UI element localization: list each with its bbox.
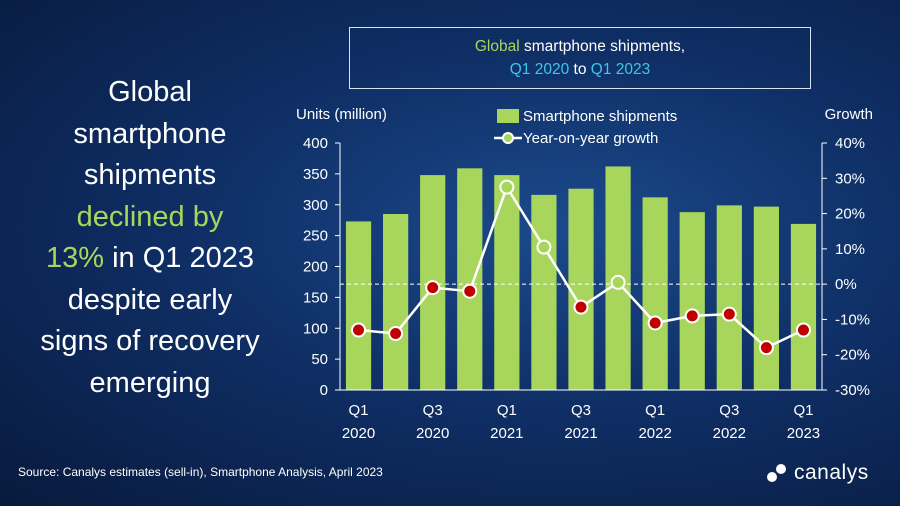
growth-point-q1-2021	[499, 179, 515, 195]
chart-title-word: Q1 2020	[509, 61, 570, 78]
logo-text: canalys	[794, 461, 869, 484]
x-tick-label: Q1	[645, 402, 665, 419]
bar-q1-2021	[494, 175, 520, 390]
x-tick-label: Q1	[497, 402, 517, 419]
bar-q2-2021	[531, 194, 557, 390]
bar-q1-2022	[642, 197, 668, 390]
bar-q2-2020	[383, 214, 409, 390]
bar-q1-2020	[345, 221, 372, 390]
growth-point-q2-2022	[684, 308, 700, 324]
right-tick-label: -30%	[835, 382, 870, 399]
right-tick-label: 0%	[835, 276, 857, 293]
x-tick-label: 2020	[416, 425, 449, 442]
headline-line: despite early	[67, 283, 233, 316]
x-tick-label: Q3	[423, 402, 443, 419]
growth-point-q1-2022	[647, 315, 663, 331]
canalys-logo-icon	[767, 464, 786, 482]
growth-point-q2-2020	[388, 326, 404, 342]
growth-point-q1-2020	[351, 322, 367, 338]
left-tick-label: 150	[303, 289, 328, 306]
x-tick-label: Q1	[349, 402, 369, 419]
legend-bar-swatch	[497, 109, 519, 123]
headline-line: shipments	[83, 159, 217, 191]
right-tick-label: 40%	[835, 135, 865, 152]
left-tick-label: 250	[303, 228, 328, 245]
headline-line: smartphone	[73, 117, 227, 150]
left-tick-label: 0	[320, 382, 328, 399]
bar-q3-2021	[568, 188, 594, 390]
x-tick-label: 2021	[564, 425, 597, 442]
headline-line: emerging	[89, 366, 211, 399]
chart-title-line-2: Q1 2020 to Q1 2023	[350, 58, 810, 81]
bar-q4-2020	[457, 168, 483, 390]
x-tick-label: 2022	[638, 425, 671, 442]
x-tick-label: 2020	[342, 425, 375, 442]
canalys-logo: canalys	[766, 458, 869, 488]
chart-title-word: Q1 2023	[590, 61, 651, 78]
chart-title-word: Global	[474, 38, 520, 55]
chart-title-line-1: Global smartphone shipments,	[350, 35, 810, 58]
bar-q1-2023	[790, 223, 817, 390]
bar-q4-2022	[753, 206, 779, 390]
left-tick-label: 200	[303, 259, 328, 276]
headline-percent: 13%	[46, 242, 105, 274]
left-tick-label: 300	[303, 197, 328, 214]
source-note: Source: Canalys estimates (sell-in), Sma…	[18, 465, 383, 479]
right-tick-label: -10%	[835, 311, 870, 328]
left-tick-label: 400	[303, 135, 328, 152]
right-tick-label: 30%	[835, 170, 865, 187]
left-tick-label: 50	[311, 351, 328, 368]
left-tick-label: 100	[303, 320, 328, 337]
growth-point-q3-2021	[573, 299, 589, 315]
legend-label-shipments: Smartphone shipments	[523, 108, 677, 125]
headline-line-highlight: declined by	[76, 200, 224, 233]
headline-line: 13% in Q1 2023	[10, 238, 290, 280]
x-tick-label: Q3	[719, 402, 739, 419]
x-tick-label: 2021	[490, 425, 523, 442]
x-tick-label: 2023	[787, 425, 820, 442]
growth-point-q4-2020	[462, 283, 478, 299]
chart-title-word: to	[569, 61, 591, 78]
growth-point-q4-2022	[758, 340, 774, 356]
headline-quarter: in Q1 2023	[104, 242, 254, 274]
growth-point-q3-2020	[425, 280, 441, 296]
bar-q2-2022	[679, 212, 705, 390]
growth-point-q1-2023	[795, 322, 811, 338]
headline-line: signs of recovery	[40, 325, 260, 357]
x-tick-label: Q3	[571, 402, 591, 419]
growth-point-q2-2021	[536, 239, 552, 255]
legend-label-growth: Year-on-year growth	[523, 130, 658, 147]
bar-q3-2022	[716, 205, 742, 390]
right-tick-label: 10%	[835, 241, 865, 258]
left-tick-label: 350	[303, 166, 328, 183]
growth-point-q4-2021	[610, 274, 626, 290]
chart-title: Global smartphone shipments, Q1 2020 to …	[349, 27, 811, 89]
right-tick-label: -20%	[835, 347, 870, 364]
right-axis-title: Growth	[825, 106, 873, 123]
x-tick-label: 2022	[713, 425, 746, 442]
legend-line-marker	[502, 132, 514, 144]
right-tick-label: 20%	[835, 206, 865, 223]
left-axis-title: Units (million)	[296, 106, 387, 123]
growth-point-q3-2022	[721, 306, 737, 322]
headline: Global smartphone shipments declined by …	[10, 72, 290, 404]
chart-title-word: smartphone shipments,	[519, 38, 686, 55]
x-tick-label: Q1	[793, 402, 813, 419]
headline-line: Global	[108, 76, 192, 108]
